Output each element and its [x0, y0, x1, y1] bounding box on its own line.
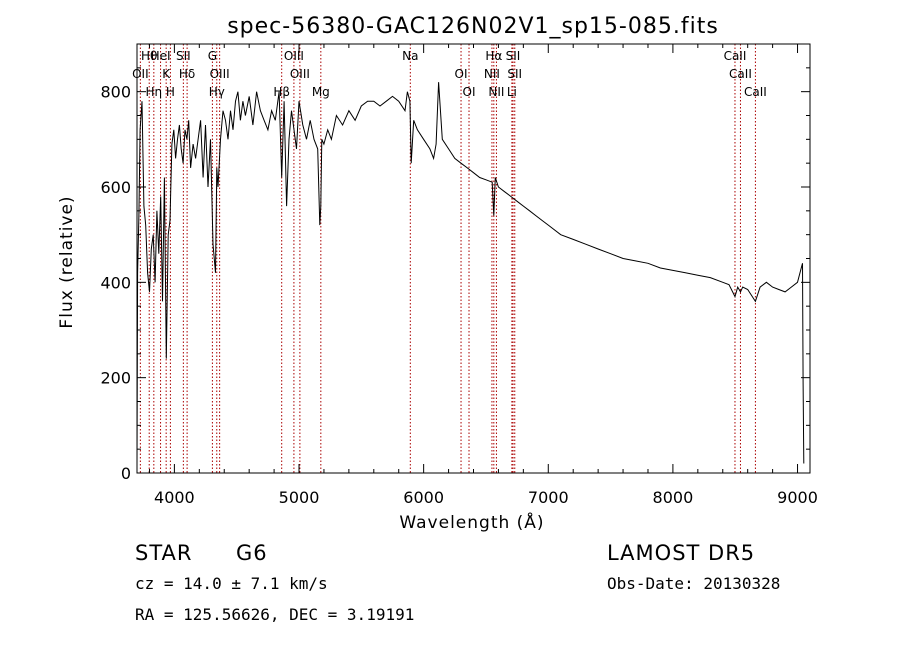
line-marker-label: Hδ — [179, 67, 195, 81]
line-marker-label: SII — [506, 49, 521, 63]
object-subclass: G6 — [236, 541, 268, 565]
line-marker-label: Hη — [146, 85, 163, 99]
line-marker-label: Hθ — [141, 49, 157, 63]
line-marker-label: NII — [488, 85, 504, 99]
line-marker-label: G — [208, 49, 217, 63]
x-tick-label: 7000 — [528, 488, 569, 507]
x-tick-label: 4000 — [154, 488, 195, 507]
spectral-line-markers — [139, 44, 756, 473]
x-tick-label: 8000 — [653, 488, 694, 507]
line-marker-label: HeI — [151, 49, 171, 63]
chart-title: spec-56380-GAC126N02V1_sp15-085.fits — [227, 14, 719, 39]
y-axis-ticks: 0 200 400 600 800 — [100, 67, 810, 483]
x-tick-label: 6000 — [403, 488, 444, 507]
survey-name: LAMOST DR5 — [607, 541, 756, 565]
x-tick-label: 5000 — [279, 488, 320, 507]
x-axis-ticks: 4000 5000 6000 7000 8000 9000 — [148, 44, 818, 507]
spectrum-line — [136, 82, 805, 464]
line-marker-label: Na — [402, 49, 418, 63]
line-marker-label: OII — [132, 67, 149, 81]
y-axis-label: Flux (relative) — [57, 195, 77, 328]
y-tick-label: 400 — [100, 273, 131, 292]
line-marker-label: CaII — [724, 49, 747, 63]
y-tick-label: 0 — [121, 464, 131, 483]
line-marker-label: Mg — [312, 85, 330, 99]
line-marker-label: OIII — [210, 67, 230, 81]
redshift-value: cz = 14.0 ± 7.1 km/s — [135, 574, 328, 593]
spectrum-chart: spec-56380-GAC126N02V1_sp15-085.fits Hθ O… — [57, 14, 818, 533]
spectral-line-labels: HθOIIHηHeIKHSIIHδHγGOIIIHβOIIIOIIIMgNaOI… — [132, 49, 767, 99]
plot-frame — [136, 43, 811, 474]
line-marker-label: K — [162, 67, 171, 81]
line-marker-label: Hγ — [209, 85, 225, 99]
line-marker-label: OI — [463, 85, 476, 99]
line-marker-label: Li — [507, 85, 517, 99]
x-axis-label: Wavelength (Å) — [399, 511, 544, 533]
y-tick-label: 600 — [100, 178, 131, 197]
object-class: STAR — [135, 541, 193, 565]
line-marker-label: OIII — [284, 49, 304, 63]
y-tick-label: 200 — [100, 369, 131, 388]
line-marker-label: OIII — [290, 67, 310, 81]
line-marker-label: H — [166, 85, 175, 99]
y-tick-label: 800 — [100, 83, 131, 102]
coordinates-value: RA = 125.56626, DEC = 3.19191 — [135, 605, 415, 624]
line-marker-label: NII — [484, 67, 500, 81]
line-marker-label: CaII — [744, 85, 767, 99]
line-marker-label: Hβ — [273, 85, 290, 99]
observation-date: Obs-Date: 20130328 — [607, 574, 781, 593]
line-marker-label: OI — [455, 67, 468, 81]
line-marker-label: CaII — [729, 67, 752, 81]
x-tick-label: 9000 — [777, 488, 818, 507]
line-marker-label: SII — [176, 49, 191, 63]
line-marker-label: Hα — [485, 49, 502, 63]
line-marker-label: SII — [507, 67, 522, 81]
